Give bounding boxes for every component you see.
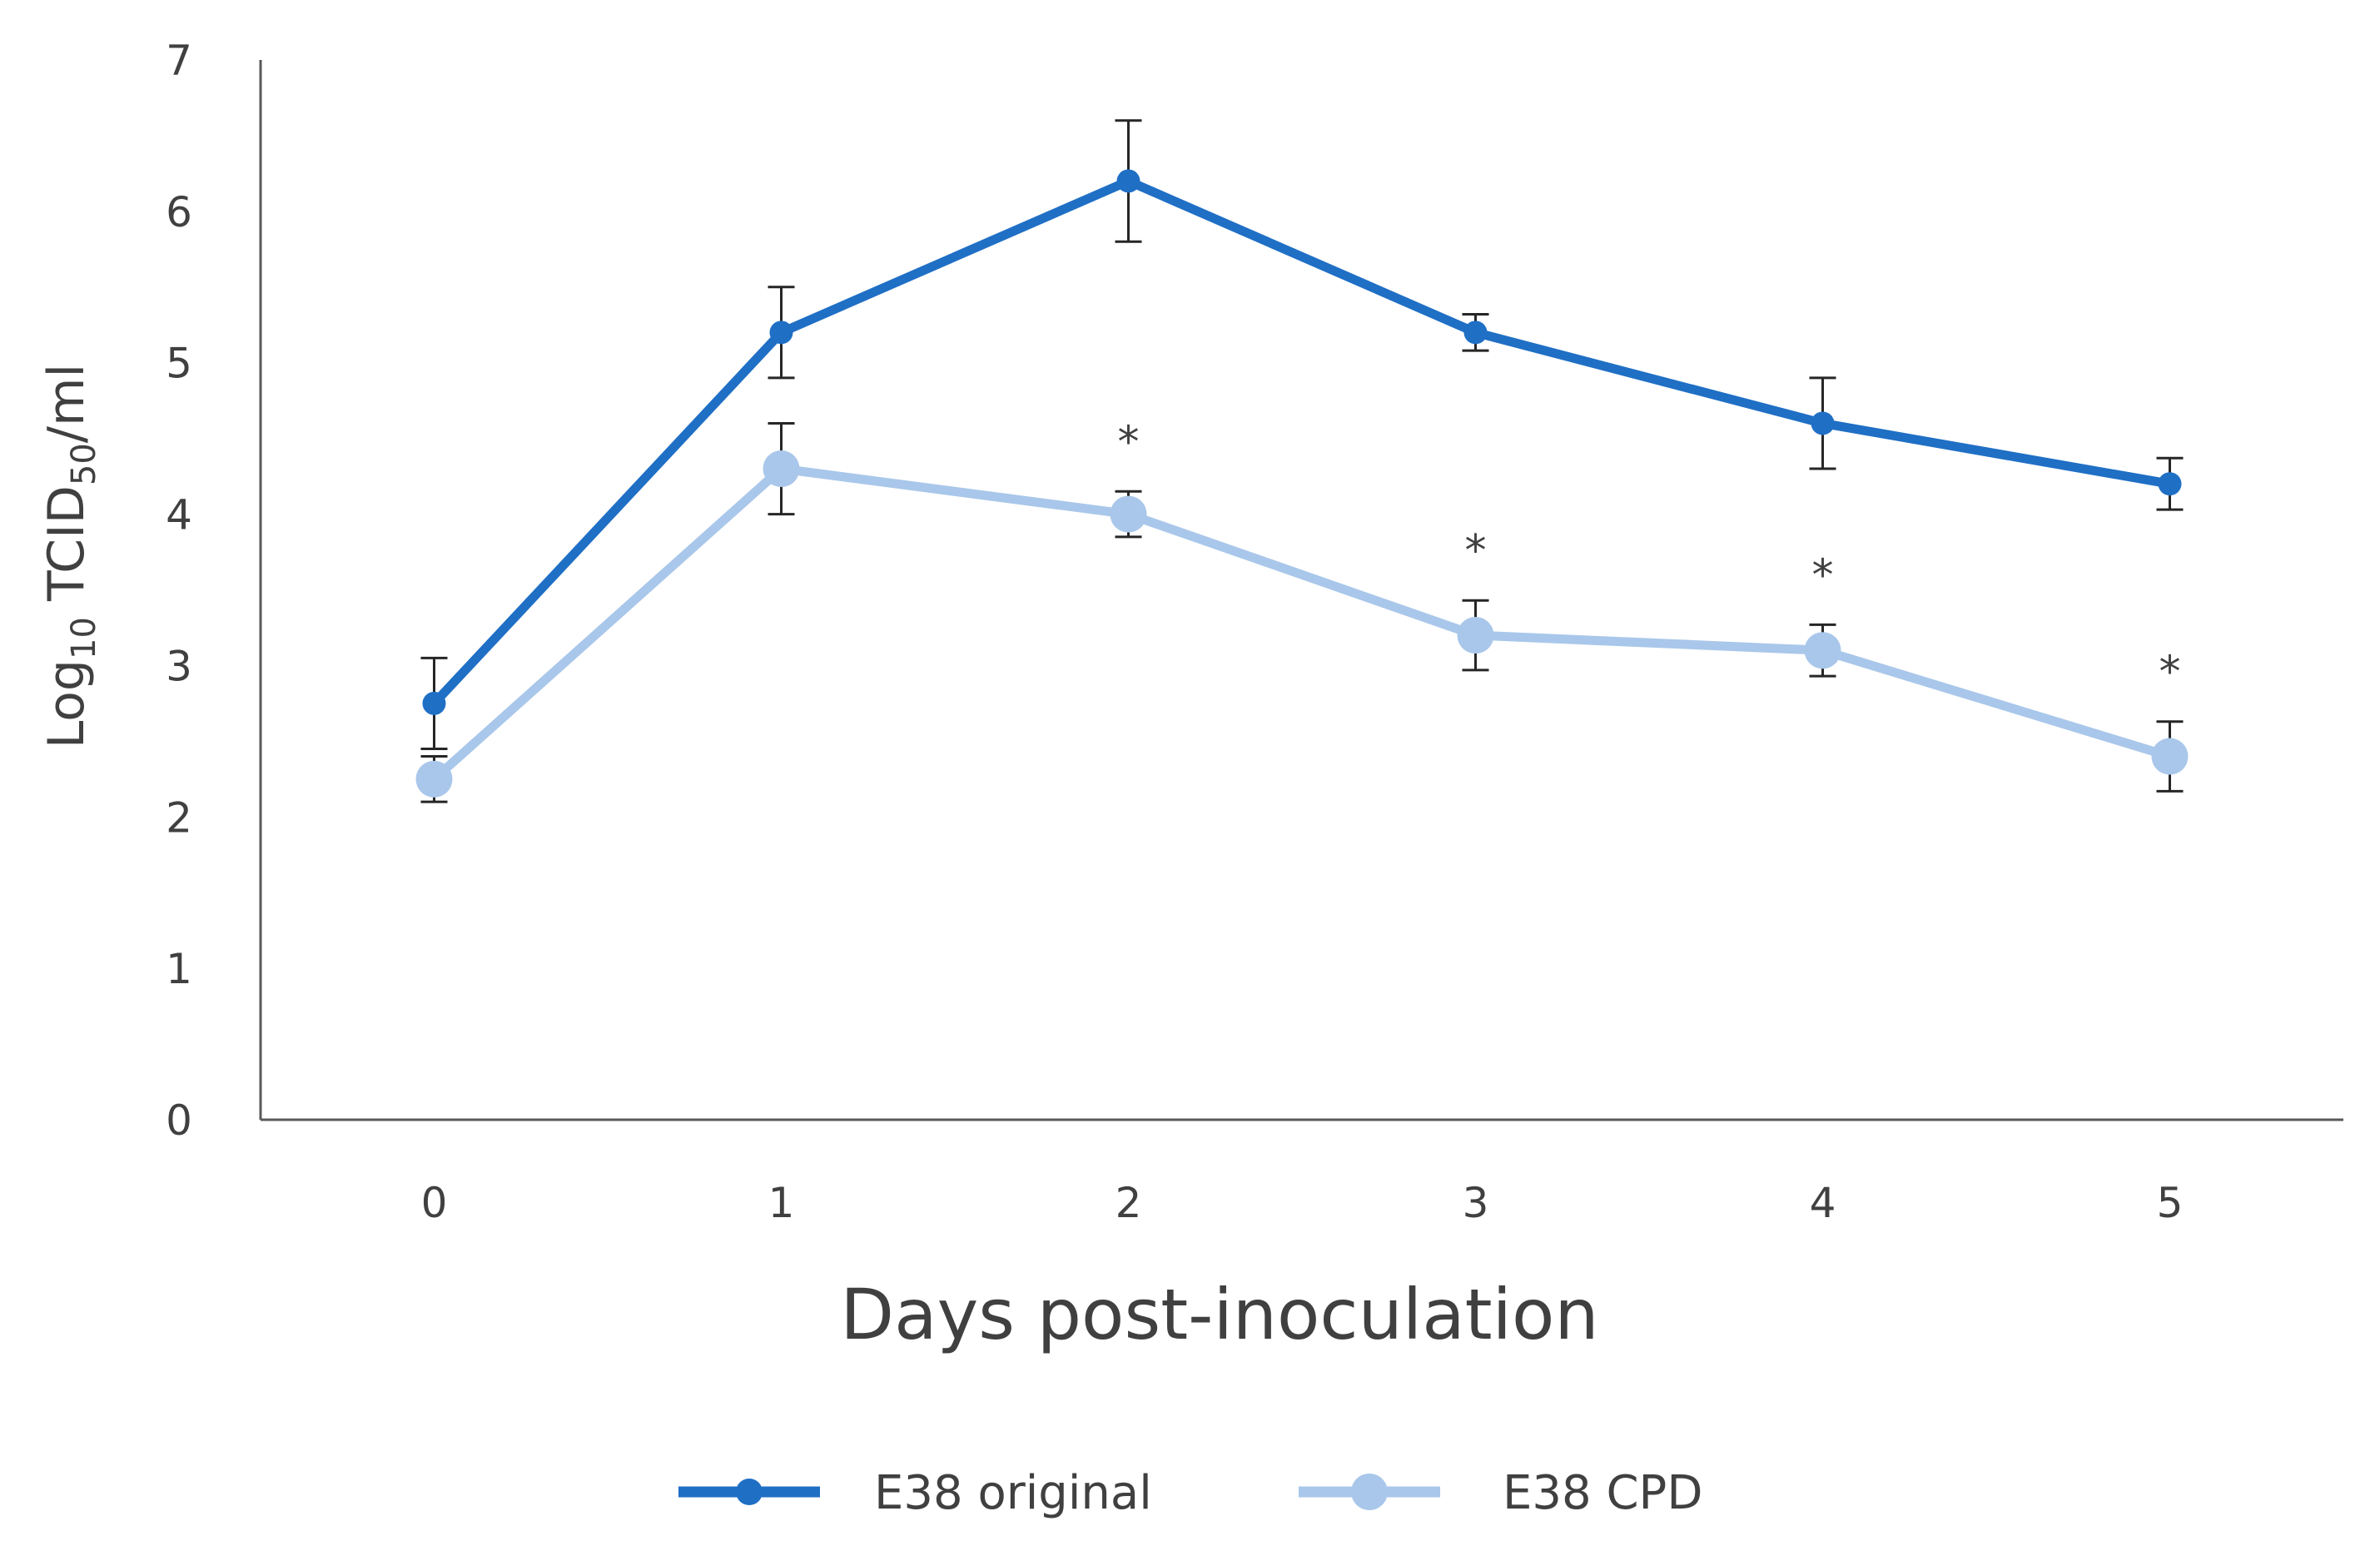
data-point	[769, 321, 793, 345]
legend-label: E38 CPD	[1503, 1466, 1702, 1520]
x-axis-title: Days post-inoculation	[840, 1274, 1598, 1355]
y-tick-label: 1	[166, 945, 192, 993]
data-point	[1116, 169, 1140, 193]
series-line	[430, 464, 2174, 784]
data-point	[1463, 321, 1488, 345]
series	[415, 119, 2189, 803]
data-point	[2158, 472, 2182, 496]
data-point	[1811, 411, 1835, 435]
y-tick-label: 5	[166, 340, 192, 388]
y-tick-label: 3	[166, 642, 192, 690]
x-tick-label: 2	[1115, 1179, 1142, 1227]
significance-marker: *	[1812, 550, 1834, 600]
significance-marker: *	[1465, 526, 1487, 576]
significance-markers: * * * *	[1118, 417, 2181, 697]
x-tick-label: 1	[768, 1179, 795, 1227]
significance-marker: *	[1118, 417, 1140, 467]
data-point	[1110, 495, 1147, 533]
legend-label: E38 original	[874, 1466, 1152, 1520]
series-0	[420, 119, 2184, 750]
legend-swatch-marker	[1351, 1474, 1388, 1510]
x-tick-labels: 0 1 2 3 4 5	[421, 1179, 2184, 1227]
series-1	[415, 421, 2189, 803]
y-tick-label: 6	[166, 188, 192, 236]
x-tick-label: 3	[1463, 1179, 1489, 1227]
y-tick-label: 4	[166, 491, 192, 539]
data-point	[1804, 632, 1841, 669]
legend: E38 original E38 CPD	[678, 1466, 1702, 1520]
x-tick-label: 5	[2157, 1179, 2184, 1227]
y-tick-label: 0	[166, 1096, 192, 1145]
y-tick-label: 2	[166, 793, 192, 842]
series-line	[430, 176, 2174, 708]
data-point	[422, 691, 446, 715]
significance-marker: *	[2159, 648, 2181, 698]
data-point	[763, 450, 800, 488]
y-tick-labels: 0 1 2 3 4 5 6 7	[166, 37, 192, 1145]
x-tick-label: 4	[1810, 1179, 1836, 1227]
data-point	[415, 760, 453, 798]
x-tick-label: 0	[421, 1179, 448, 1227]
y-tick-label: 7	[166, 37, 192, 85]
data-point	[1457, 617, 1494, 654]
legend-swatch-marker	[736, 1479, 763, 1505]
y-axis-title: Log10 TCID50/ml	[37, 364, 103, 748]
data-point	[2151, 738, 2189, 775]
axes	[259, 60, 2343, 1121]
